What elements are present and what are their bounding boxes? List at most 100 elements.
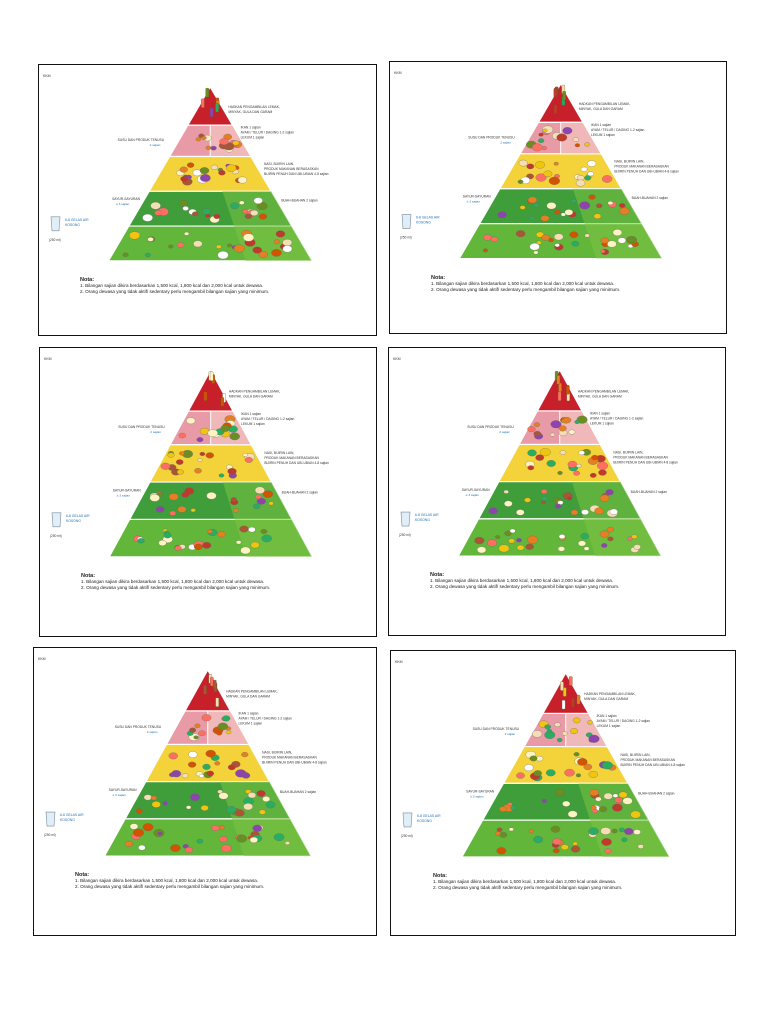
food-item-icon <box>612 229 623 236</box>
food-item-icon <box>261 534 272 543</box>
food-item-icon <box>181 491 190 498</box>
food-item-icon <box>570 198 577 203</box>
food-item-icon <box>533 422 541 427</box>
notes-item: 2. Orang dewasa yang tidak aktif/ sedent… <box>433 885 623 890</box>
label-limit-fats: HADKAN PENGAMBILAN LEMAK, <box>228 105 280 109</box>
bottle-icon <box>220 397 225 407</box>
food-item-icon <box>630 810 641 819</box>
food-item-icon <box>541 496 548 501</box>
label-grains: NASI, BIJIRIN LAIN, <box>614 160 644 164</box>
label-dairy: SUSU DAN PRODUK TENUSU <box>467 425 514 429</box>
food-item-icon <box>258 251 268 258</box>
food-item-icon <box>169 772 176 778</box>
food-item-icon <box>532 730 543 738</box>
food-item-icon <box>538 138 545 143</box>
food-item-icon <box>552 848 560 854</box>
food-item-icon <box>147 237 154 242</box>
food-item-icon <box>252 824 262 832</box>
food-item-icon <box>232 508 239 513</box>
label-protein: AYAM / TELUR / DAGING 1-2 sajian <box>597 719 650 723</box>
label-protein: IKAN 1 sajian <box>241 126 261 130</box>
food-item-icon <box>253 503 261 509</box>
food-item-icon <box>275 230 286 238</box>
notes-item: 1. Bilangan sajian dikira berdasarkan 1,… <box>81 579 265 584</box>
corner-label: KKM <box>44 357 52 361</box>
food-item-icon <box>527 465 535 471</box>
food-item-icon <box>541 500 547 504</box>
food-item-icon <box>285 841 290 845</box>
food-item-icon <box>546 729 553 734</box>
food-item-icon <box>569 231 579 238</box>
notes-title: Nota: <box>75 872 90 878</box>
notes-item: 2. Orang dewasa yang tidak aktif/ sedent… <box>430 584 620 589</box>
label-protein: LEKUM 1 sajian <box>241 136 265 140</box>
food-item-icon <box>546 460 556 467</box>
food-item-icon <box>196 838 204 844</box>
label-water-unit: (250 ml) <box>401 834 413 838</box>
poster-4: KKM SUSU DAN PRODUK TENUSU 2 sajian SAYUR-S… <box>388 347 726 636</box>
food-item-icon <box>542 128 548 133</box>
food-item-icon <box>577 758 588 766</box>
food-item-icon <box>268 501 274 506</box>
water-glass-icon <box>402 812 413 828</box>
food-item-icon <box>583 763 593 771</box>
food-item-icon <box>233 244 245 253</box>
food-item-icon <box>595 796 602 802</box>
food-item-icon <box>612 793 619 798</box>
label-grains: NASI, BIJIRIN LAIN, <box>264 451 294 455</box>
food-item-icon <box>526 163 535 170</box>
fruit-region <box>578 783 670 857</box>
food-item-icon <box>539 448 551 457</box>
food-item-icon <box>154 210 162 216</box>
food-item-icon <box>256 497 266 505</box>
food-item-icon <box>589 472 597 478</box>
food-item-icon <box>535 454 545 461</box>
food-item-icon <box>189 727 197 733</box>
food-item-icon <box>527 196 538 204</box>
food-item-icon <box>196 437 204 443</box>
food-item-icon <box>236 834 248 843</box>
food-item-icon <box>631 534 638 539</box>
food-item-icon <box>579 201 591 210</box>
label-water-unit: (250 ml) <box>50 534 62 538</box>
label-vegetables: SAYUR-SAYURAN <box>462 488 491 492</box>
label-dairy-serving: 2 sajian <box>150 143 161 147</box>
label-water: KOSONG <box>417 819 432 823</box>
food-item-icon <box>265 801 276 809</box>
food-item-icon <box>540 215 550 222</box>
label-water: 6-8 GELAS AIR <box>416 216 440 220</box>
food-item-icon <box>188 761 197 768</box>
food-item-icon <box>596 203 603 209</box>
food-item-icon <box>584 233 590 238</box>
food-item-icon <box>200 174 211 182</box>
food-item-icon <box>482 248 489 253</box>
label-water-unit: (250 ml) <box>399 533 411 537</box>
food-item-icon <box>556 133 568 142</box>
food-item-icon <box>614 797 623 804</box>
food-item-icon <box>529 243 540 251</box>
label-limit-fats: MINYAK, GULA DAN GARAM <box>578 394 622 398</box>
food-item-icon <box>193 735 199 740</box>
label-protein: AYAM / TELUR / DAGING 1-2 sajian <box>591 128 644 132</box>
food-item-icon <box>216 244 222 249</box>
food-item-icon <box>516 544 525 551</box>
pyramid-tier-grains <box>498 153 623 190</box>
food-item-icon <box>594 507 604 515</box>
food-item-icon <box>237 176 248 184</box>
notes-item: 1. Bilangan sajian dikira berdasarkan 1,… <box>75 878 259 883</box>
food-item-icon <box>188 751 198 758</box>
food-item-icon <box>588 770 598 778</box>
label-protein: LEKUM 1 sajian <box>591 133 615 137</box>
food-item-icon <box>219 138 229 146</box>
food-item-icon <box>205 145 212 150</box>
food-item-icon <box>580 166 588 172</box>
food-item-icon <box>205 749 216 758</box>
food-item-icon <box>225 730 232 735</box>
corner-label: KKM <box>43 74 51 78</box>
food-item-icon <box>190 793 201 801</box>
food-item-icon <box>227 468 237 475</box>
food-item-icon <box>568 429 576 435</box>
food-item-icon <box>564 768 575 777</box>
